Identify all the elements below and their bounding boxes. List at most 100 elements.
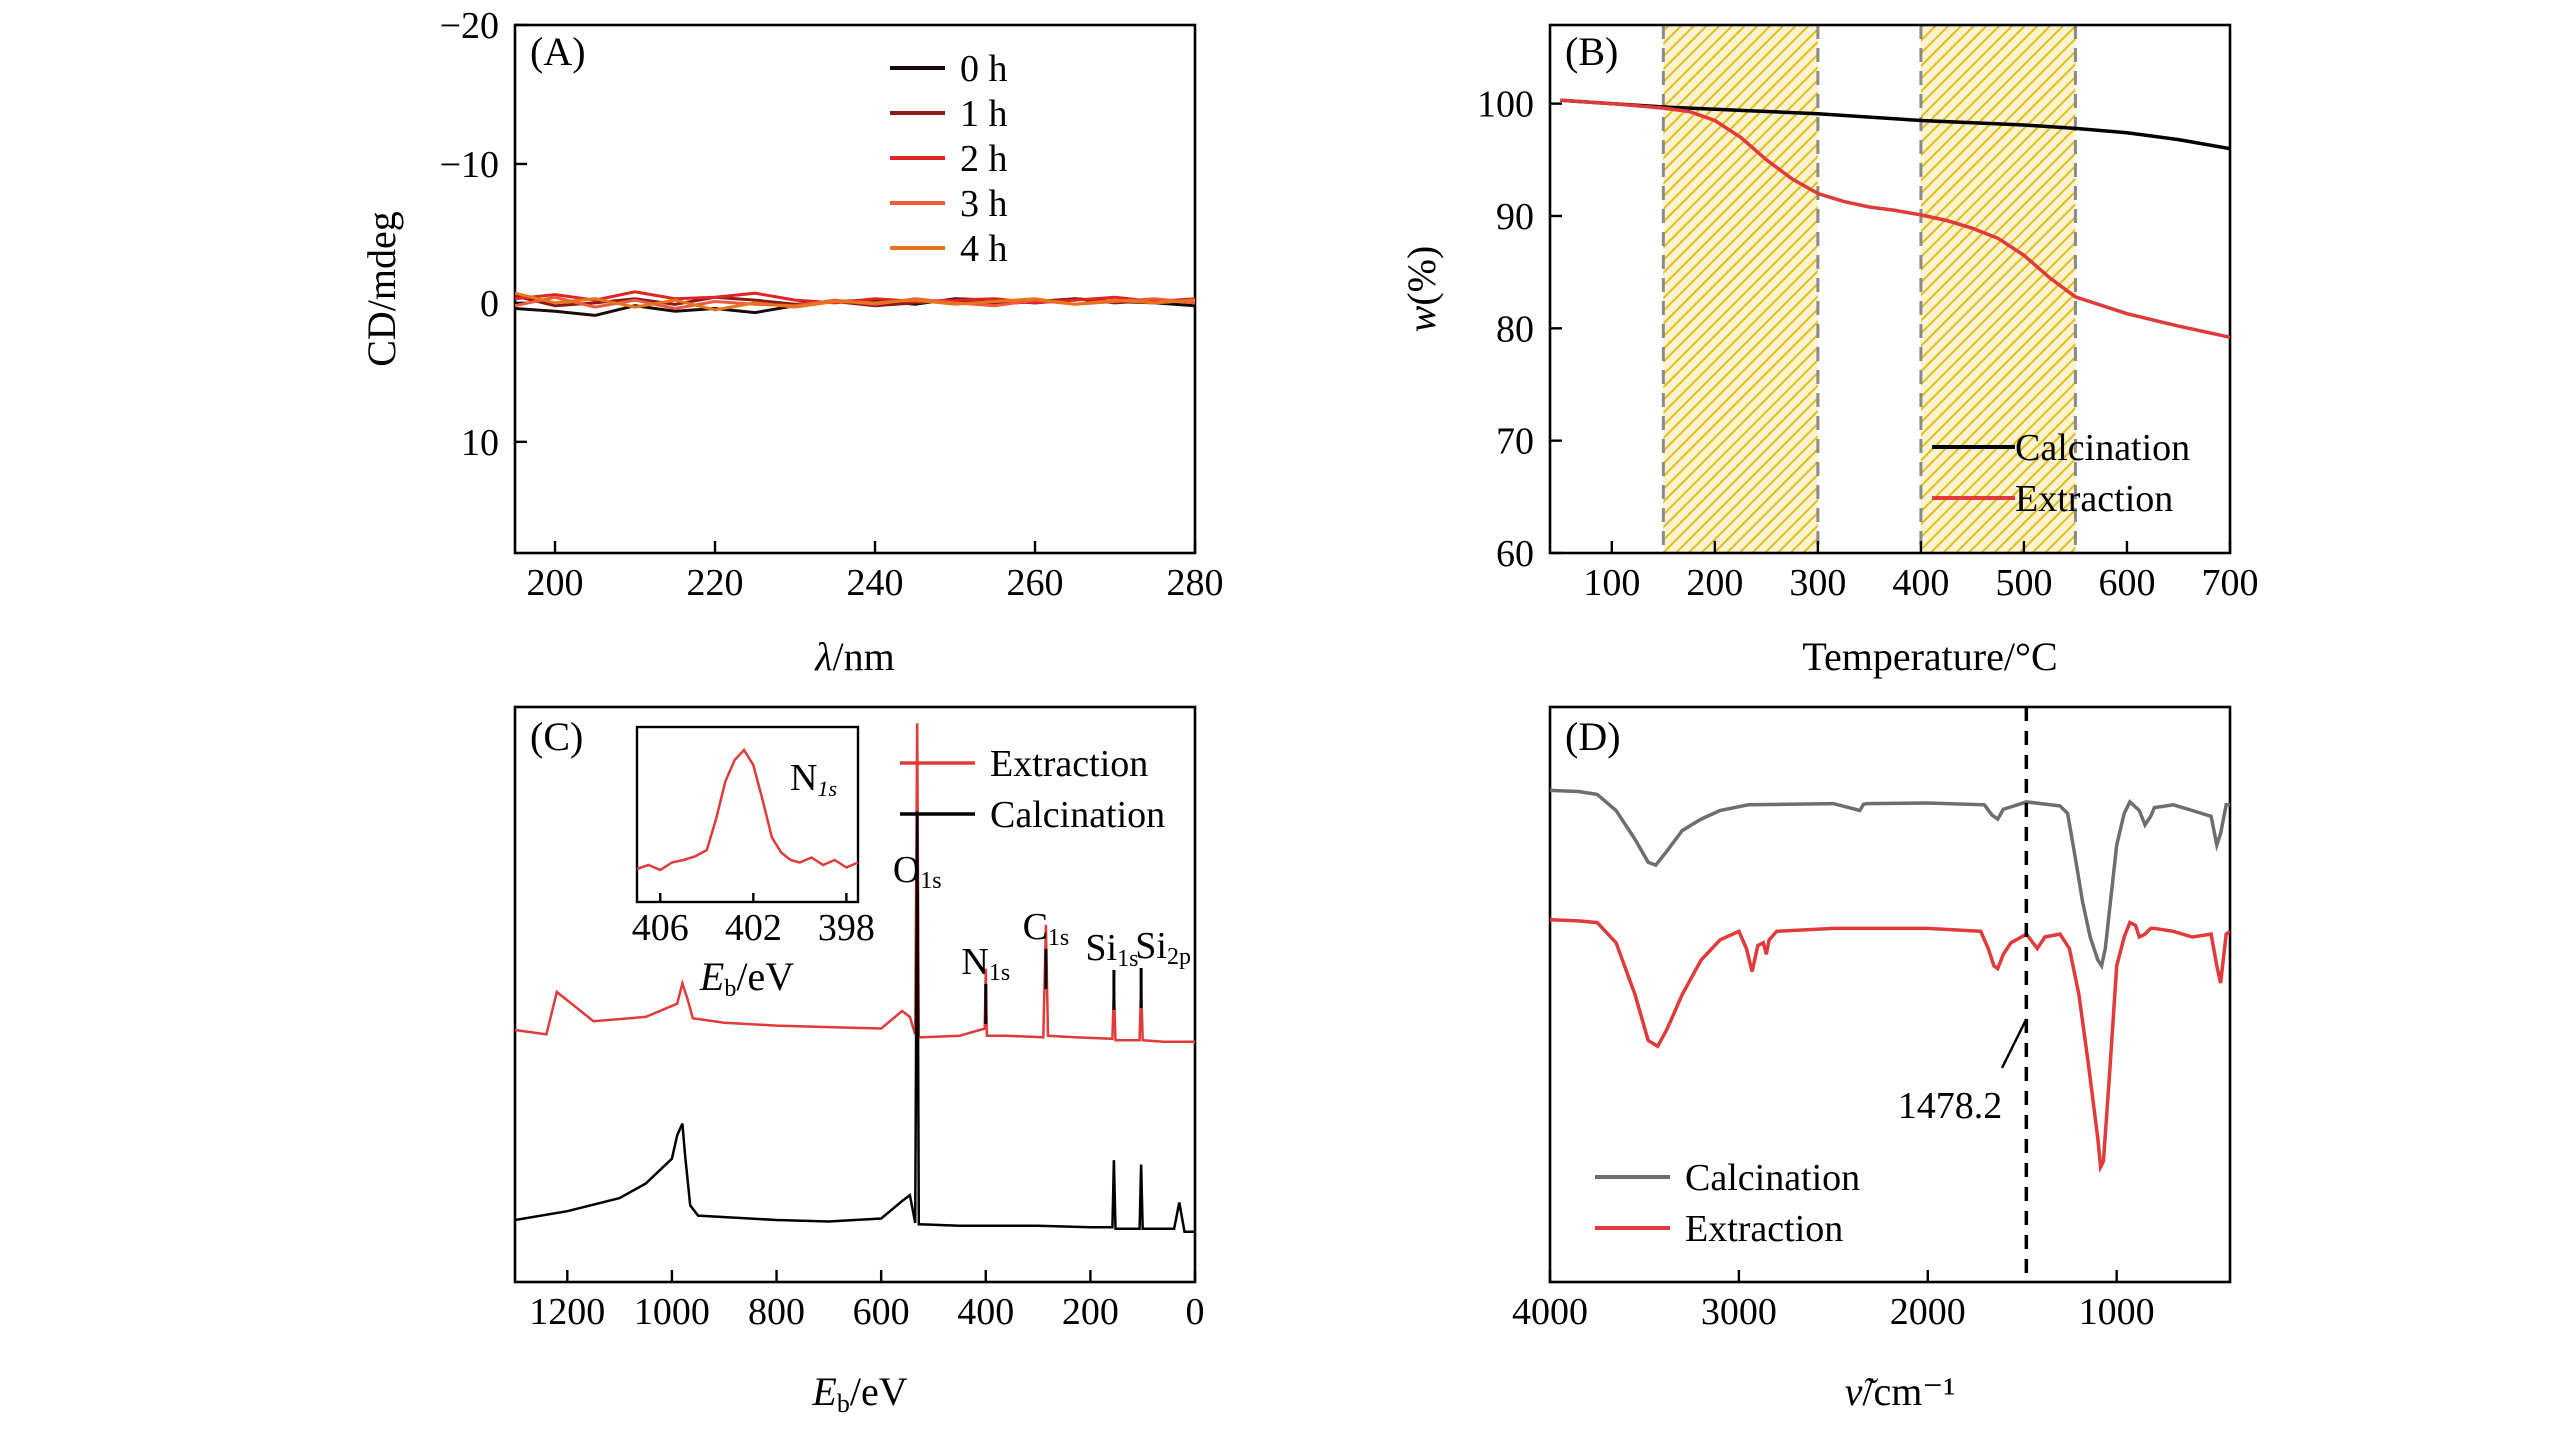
y-axis-title-symbol: w <box>1399 305 1444 332</box>
legend-label: 3 h <box>960 183 1008 225</box>
annotation-leader-line <box>2000 1018 2028 1069</box>
inset-x-axis-title: Eb/eV <box>699 954 794 1002</box>
peak-label-element: O <box>893 849 920 891</box>
x-axis-title-symbol: λ <box>814 634 832 679</box>
x-tick-label: 1200 <box>529 1291 605 1333</box>
x-tick-label: 100 <box>1583 562 1640 604</box>
peak-label-orbital: 2p <box>1167 944 1191 970</box>
inset-x-axis-unit: /eV <box>736 954 794 999</box>
y-tick-label: 80 <box>1496 308 1534 350</box>
x-tick-label: 200 <box>1686 562 1743 604</box>
panel-label: (A) <box>530 29 586 74</box>
x-tick-label: 600 <box>2098 562 2155 604</box>
x-tick-label: 3000 <box>1701 1291 1777 1333</box>
inset-x-axis-subscript: b <box>724 976 736 1002</box>
series-group <box>1550 788 2230 1174</box>
legend-label: Extraction <box>1685 1208 1843 1250</box>
series-line-extraction <box>1560 98 2230 340</box>
x-tick-label: 800 <box>748 1291 805 1333</box>
peak-label: O1s <box>893 849 942 894</box>
x-tick-label: 300 <box>1789 562 1846 604</box>
inset-title-element: N <box>790 757 817 799</box>
inset-x-axis-symbol: E <box>699 954 724 999</box>
y-tick-label: 90 <box>1496 196 1534 238</box>
x-axis-title: Eb/eV <box>811 1369 907 1418</box>
panel-label: (D) <box>1565 714 1621 759</box>
inset-x-tick-label: 406 <box>632 907 689 949</box>
y-tick-label: 60 <box>1496 533 1534 575</box>
x-axis-title-unit: /cm⁻¹ <box>1862 1369 1955 1414</box>
x-tick-label: 1000 <box>634 1291 710 1333</box>
x-tick-label: 2000 <box>1890 1291 1966 1333</box>
legend-label: Extraction <box>990 743 1148 785</box>
x-axis-title-symbol: E <box>811 1369 836 1414</box>
y-tick-label: 100 <box>1477 84 1534 126</box>
x-axis-title-subscript: b <box>837 1389 850 1418</box>
peak-label-element: Si <box>1135 925 1167 967</box>
y-tick-label: −20 <box>440 5 499 47</box>
x-tick-label: 1000 <box>2079 1291 2155 1333</box>
x-tick-label: 500 <box>1995 562 2052 604</box>
plot-frame <box>1548 23 2232 555</box>
inset-x-tick-label: 402 <box>725 907 782 949</box>
shaded-region <box>1663 25 1818 553</box>
peak-label-element: Si <box>1085 927 1117 969</box>
x-tick-label: 260 <box>1007 562 1064 604</box>
x-tick-label: 400 <box>957 1291 1014 1333</box>
peak-label-orbital: 1s <box>1117 946 1138 972</box>
x-tick-label: 200 <box>1062 1291 1119 1333</box>
plot-frame <box>513 705 1197 1284</box>
y-tick-label: −10 <box>440 144 499 186</box>
x-tick-label: 240 <box>847 562 904 604</box>
panel-a: 200 220 240 260 280 −20 −10 0 10 (A) 0 h1 h2 h3 h4… <box>359 5 1224 679</box>
shaded-region <box>1920 25 2076 553</box>
peak-label: C1s <box>1023 906 1070 951</box>
peak-label-element: C <box>1023 906 1048 948</box>
inset-frame <box>635 725 860 904</box>
x-tick-label: 600 <box>853 1291 910 1333</box>
y-axis-title-unit: (%) <box>1399 246 1444 306</box>
series-line-calcination <box>1550 788 2230 971</box>
series-line-extraction <box>1550 918 2230 1174</box>
legend-label: 0 h <box>960 48 1008 90</box>
x-axis-title: λ/nm <box>814 634 895 679</box>
panel-label: (B) <box>1565 29 1618 74</box>
peak-label-orbital: 1s <box>1048 925 1069 951</box>
series-line-calcination <box>1560 98 2230 151</box>
legend-label: Calcination <box>1685 1157 1860 1199</box>
plot-frame <box>1548 705 2232 1284</box>
peak-label-orbital: 1s <box>920 868 941 894</box>
series-line-calcination <box>515 811 1195 1233</box>
peak-label: N1s <box>961 941 1010 986</box>
legend-label: 4 h <box>960 228 1008 270</box>
legend-label: 2 h <box>960 138 1008 180</box>
panel-d: 4000 3000 2000 1000 1478.2 (D) Calcination Extr… <box>1512 705 2232 1414</box>
panel-b: 100 200 300 400 500 600 700 60 70 80 90 100 (B) Calci… <box>1399 23 2259 679</box>
y-axis-title: CD/mdeg <box>359 211 404 367</box>
y-tick-label: 10 <box>461 422 499 464</box>
series-group <box>1560 98 2230 340</box>
peak-label-element: N <box>961 941 988 983</box>
x-tick-label: 400 <box>1892 562 1949 604</box>
inset-series-line <box>636 747 859 872</box>
x-axis-title: Temperature/°C <box>1802 634 2057 679</box>
plot-frame <box>513 23 1197 555</box>
peak-label-orbital: 1s <box>989 960 1010 986</box>
x-tick-label: 700 <box>2202 562 2259 604</box>
inset-title-orbital: 1s <box>817 776 837 801</box>
panel-label: (C) <box>530 714 583 759</box>
y-tick-label: 0 <box>480 283 499 325</box>
legend-label: 1 h <box>960 93 1008 135</box>
peak-label: Si2p <box>1135 925 1191 970</box>
legend-label: Calcination <box>990 794 1165 836</box>
x-axis-title: ν̃/cm⁻¹ <box>1845 1369 1956 1414</box>
y-axis-title: w(%) <box>1399 246 1444 333</box>
annotation-label: 1478.2 <box>1898 1085 2003 1127</box>
x-tick-label: 0 <box>1186 1291 1205 1333</box>
x-axis-title-unit: /nm <box>833 634 895 679</box>
y-tick-label: 70 <box>1496 421 1534 463</box>
inset-plot: 406 402 398 N1s Eb/eV <box>632 725 875 1002</box>
inset-title: N1s <box>790 757 837 801</box>
